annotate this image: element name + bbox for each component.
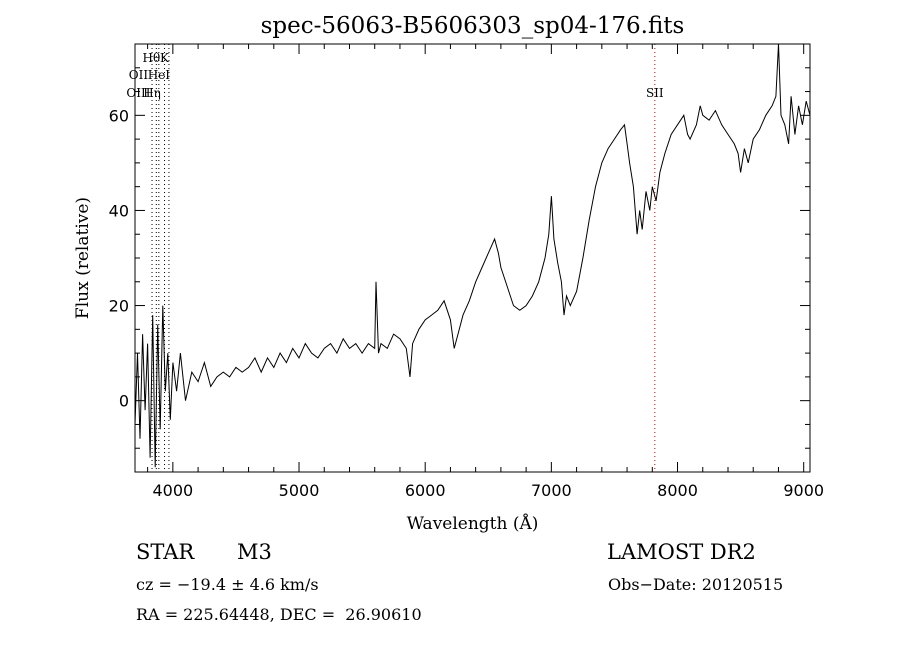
redshift-label: cz = −19.4 ± 4.6 km/s xyxy=(136,575,319,594)
x-axis-label: Wavelength (Å) xyxy=(407,513,539,534)
y-axis-label: Flux (relative) xyxy=(73,197,93,319)
object-subclass: M3 xyxy=(237,540,272,564)
plot-frame xyxy=(134,43,811,473)
y-tick-label-40: 40 xyxy=(109,201,129,220)
x-tick-label-8000: 8000 xyxy=(657,481,698,500)
line-annotation-2: OII xyxy=(129,68,149,82)
object-class: STAR xyxy=(136,540,195,564)
survey-label: LAMOST DR2 xyxy=(607,540,756,564)
spectrum-line-0 xyxy=(135,44,810,468)
obs-date-label: Obs−Date: 20120515 xyxy=(608,575,784,594)
x-tick-label-4000: 4000 xyxy=(152,481,193,500)
x-tick-label-6000: 6000 xyxy=(405,481,446,500)
line-annotation-1: K xyxy=(160,51,170,65)
x-tick-label-7000: 7000 xyxy=(531,481,572,500)
line-annotation-5: Hη xyxy=(143,86,161,100)
coordinates-label: RA = 225.64448, DEC = 26.90610 xyxy=(136,605,422,624)
line-annotation-0: Hθ xyxy=(143,51,161,65)
y-tick-label-60: 60 xyxy=(109,106,129,125)
line-annotation-3: HeI xyxy=(148,68,171,82)
y-tick-label-0: 0 xyxy=(119,392,129,411)
x-tick-label-5000: 5000 xyxy=(279,481,320,500)
chart-title: spec-56063-B5606303_sp04-176.fits xyxy=(261,13,685,39)
line-annotation-6: SII xyxy=(646,86,664,100)
x-tick-label-9000: 9000 xyxy=(783,481,824,500)
y-tick-label-20: 20 xyxy=(109,297,129,316)
line-annotation-4: OIII xyxy=(126,86,150,100)
